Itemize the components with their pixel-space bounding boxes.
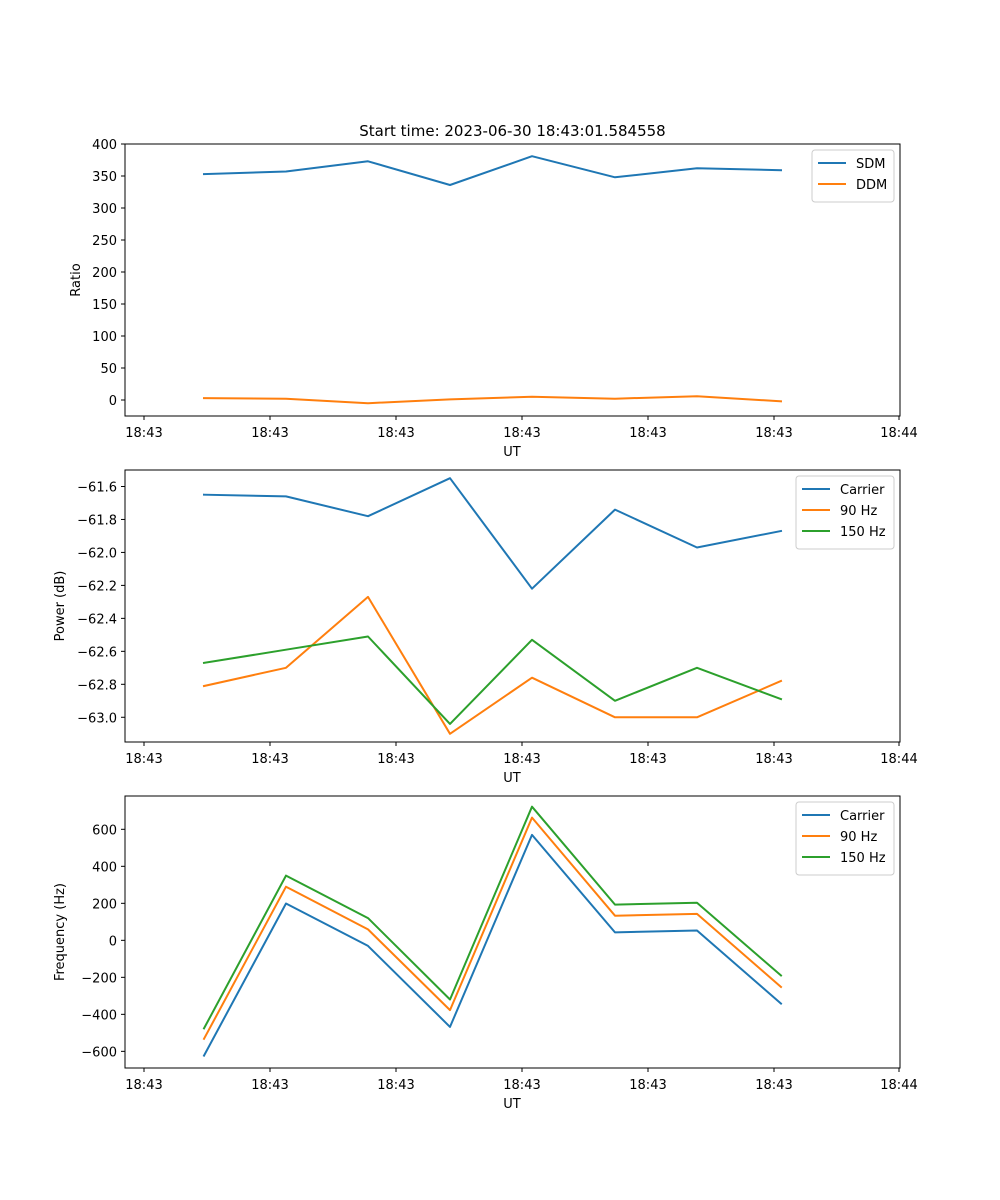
y-tick-label: −63.0 (77, 711, 117, 726)
series-line-150-hz (202, 805, 783, 1030)
x-tick-label: 18:43 (755, 752, 792, 767)
legend-label: 90 Hz (840, 504, 877, 519)
x-axis-label: UT (503, 1097, 521, 1112)
y-tick-label: 100 (92, 330, 117, 345)
x-axis-label: UT (503, 771, 521, 786)
y-axis-label: Frequency (Hz) (53, 883, 68, 981)
axes-frame (124, 469, 901, 743)
y-tick-label: 250 (92, 234, 117, 249)
y-tick-label: −600 (81, 1045, 117, 1060)
y-tick-label: 0 (109, 394, 117, 409)
subplot-power: 18:43 18:43 18:43 18:43 18:43 18:43 18:44 UT −61… (53, 469, 918, 786)
y-tick-label: −62.6 (77, 645, 117, 660)
series-line-carrier (202, 833, 783, 1057)
x-tick-label: 18:44 (880, 1078, 917, 1093)
y-tick-label: −62.2 (77, 579, 117, 594)
y-tick-label: 400 (92, 138, 117, 153)
x-tick-label: 18:43 (629, 752, 666, 767)
series-line-ddm (202, 395, 783, 405)
x-tick-label: 18:43 (125, 1078, 162, 1093)
legend-label: 150 Hz (840, 525, 886, 540)
subplot-frequency: 18:43 18:43 18:43 18:43 18:43 18:43 18:44 UT −60… (53, 795, 918, 1112)
x-tick-label: 18:44 (880, 426, 917, 441)
subplot-ratio: 18:43 18:43 18:43 18:43 18:43 18:43 18:44 UT 0 50… (69, 138, 918, 460)
x-axis-label: UT (503, 445, 521, 460)
x-tick-label: 18:43 (251, 426, 288, 441)
y-tick-label: 0 (109, 934, 117, 949)
y-tick-label: 600 (92, 823, 117, 838)
legend-label: SDM (856, 157, 885, 172)
x-tick-label: 18:43 (755, 426, 792, 441)
x-tick-label: 18:43 (503, 752, 540, 767)
y-tick-label: −200 (81, 971, 117, 986)
legend-label: Carrier (840, 483, 885, 498)
axes-frame (124, 795, 901, 1069)
y-axis-label: Power (dB) (53, 571, 68, 642)
y-tick-label: 200 (92, 897, 117, 912)
series-line-150-hz (202, 635, 783, 725)
y-tick-label: 400 (92, 860, 117, 875)
y-tick-label: 50 (100, 362, 117, 377)
y-axis-label: Ratio (69, 263, 84, 296)
x-tick-label: 18:43 (629, 426, 666, 441)
y-tick-label: −62.0 (77, 546, 117, 561)
series-line-carrier (202, 477, 783, 590)
x-tick-label: 18:43 (251, 1078, 288, 1093)
legend-label: 90 Hz (840, 830, 877, 845)
figure-title: Start time: 2023-06-30 18:43:01.584558 (359, 122, 665, 140)
series-line-90-hz (202, 595, 783, 735)
x-tick-label: 18:43 (251, 752, 288, 767)
y-tick-label: 200 (92, 266, 117, 281)
legend: SDM DDM (811, 149, 895, 203)
x-tick-label: 18:43 (755, 1078, 792, 1093)
x-tick-label: 18:44 (880, 752, 917, 767)
y-tick-label: −61.6 (77, 480, 117, 495)
x-tick-label: 18:43 (125, 426, 162, 441)
legend: Carrier 90 Hz 150 Hz (795, 801, 895, 876)
axes-frame (124, 143, 901, 417)
y-tick-label: 150 (92, 298, 117, 313)
x-tick-label: 18:43 (503, 426, 540, 441)
x-tick-label: 18:43 (503, 1078, 540, 1093)
x-tick-label: 18:43 (377, 1078, 414, 1093)
x-tick-label: 18:43 (125, 752, 162, 767)
series-line-sdm (202, 155, 783, 186)
y-tick-label: −62.4 (77, 612, 117, 627)
x-tick-label: 18:43 (629, 1078, 666, 1093)
y-tick-label: −400 (81, 1008, 117, 1023)
y-tick-label: 350 (92, 170, 117, 185)
legend-label: 150 Hz (840, 851, 886, 866)
legend: Carrier 90 Hz 150 Hz (795, 475, 895, 550)
y-tick-label: −61.8 (77, 513, 117, 528)
legend-label: DDM (856, 178, 887, 193)
series-line-90-hz (202, 816, 783, 1041)
y-tick-label: 300 (92, 202, 117, 217)
y-tick-label: −62.8 (77, 678, 117, 693)
legend-label: Carrier (840, 809, 885, 824)
x-tick-label: 18:43 (377, 752, 414, 767)
x-tick-label: 18:43 (377, 426, 414, 441)
